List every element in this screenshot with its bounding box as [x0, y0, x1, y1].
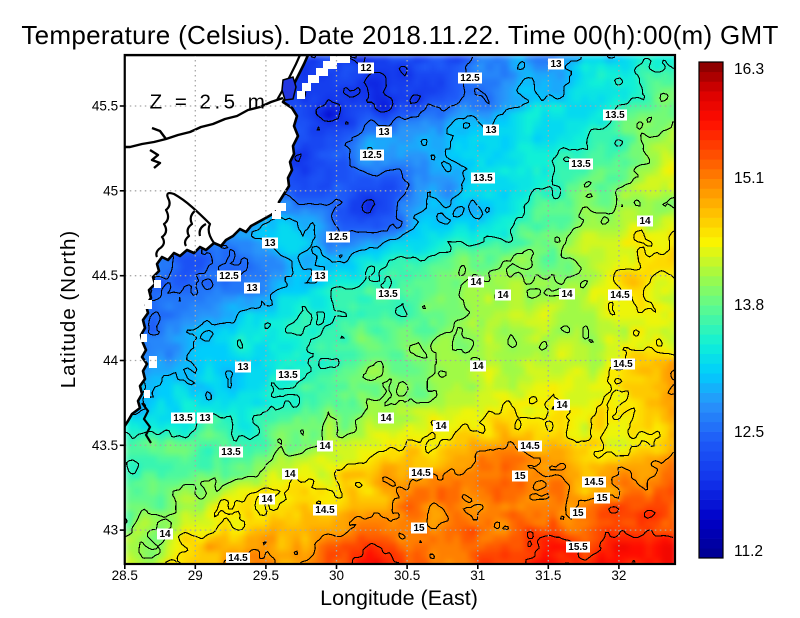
- svg-text:30.5: 30.5: [394, 568, 420, 583]
- svg-text:14.5: 14.5: [315, 505, 335, 516]
- svg-text:14.5: 14.5: [520, 441, 540, 452]
- svg-text:14.5: 14.5: [411, 468, 431, 479]
- svg-text:13: 13: [550, 59, 562, 70]
- svg-text:29.5: 29.5: [253, 568, 279, 583]
- svg-text:15.5: 15.5: [568, 542, 588, 553]
- svg-text:Z = 2.5 m: Z = 2.5 m: [150, 91, 269, 114]
- svg-text:28.5: 28.5: [112, 568, 138, 583]
- svg-text:15: 15: [514, 471, 526, 482]
- svg-text:14: 14: [319, 441, 331, 452]
- svg-text:14: 14: [497, 290, 509, 301]
- svg-text:13: 13: [314, 271, 326, 282]
- svg-text:43: 43: [103, 523, 118, 538]
- svg-text:14: 14: [556, 400, 568, 411]
- svg-text:Longitude (East): Longitude (East): [320, 586, 478, 610]
- svg-text:45.5: 45.5: [92, 99, 118, 114]
- svg-text:12.5: 12.5: [219, 271, 239, 282]
- svg-text:11.2: 11.2: [734, 543, 763, 560]
- svg-text:14: 14: [159, 529, 171, 540]
- svg-text:12.5: 12.5: [734, 424, 764, 441]
- svg-text:14.5: 14.5: [228, 553, 248, 564]
- svg-text:14.5: 14.5: [610, 290, 630, 301]
- svg-text:13.5: 13.5: [473, 173, 493, 184]
- svg-text:32: 32: [611, 568, 626, 583]
- svg-text:14: 14: [472, 361, 484, 372]
- svg-text:12.5: 12.5: [328, 232, 348, 243]
- svg-text:13.5: 13.5: [378, 289, 398, 300]
- svg-text:13: 13: [237, 362, 249, 373]
- svg-text:14: 14: [380, 413, 392, 424]
- svg-text:45: 45: [103, 183, 118, 198]
- svg-text:14: 14: [435, 421, 447, 432]
- svg-text:13: 13: [264, 238, 276, 249]
- svg-text:14: 14: [561, 289, 573, 300]
- svg-text:14: 14: [470, 277, 482, 288]
- svg-text:44.5: 44.5: [92, 268, 118, 283]
- svg-text:16.3: 16.3: [734, 61, 764, 78]
- svg-text:13.5: 13.5: [278, 370, 298, 381]
- svg-text:12.5: 12.5: [460, 73, 480, 84]
- svg-text:13: 13: [246, 283, 258, 294]
- svg-text:44: 44: [103, 353, 119, 368]
- svg-text:12.5: 12.5: [362, 150, 382, 161]
- svg-text:13.8: 13.8: [734, 297, 764, 314]
- svg-text:Temperature (Celsius). Date 20: Temperature (Celsius). Date 2018.11.22. …: [21, 20, 778, 50]
- svg-text:13.5: 13.5: [173, 413, 193, 424]
- svg-text:13: 13: [378, 127, 390, 138]
- svg-text:13.5: 13.5: [571, 159, 591, 170]
- svg-text:14: 14: [261, 494, 273, 505]
- svg-text:15: 15: [572, 508, 584, 519]
- svg-text:13: 13: [199, 413, 211, 424]
- svg-text:15: 15: [413, 523, 425, 534]
- svg-text:13.5: 13.5: [605, 110, 625, 121]
- svg-text:31: 31: [470, 568, 485, 583]
- svg-text:13.5: 13.5: [221, 447, 241, 458]
- svg-text:31.5: 31.5: [535, 568, 561, 583]
- svg-text:43.5: 43.5: [92, 438, 118, 453]
- svg-text:14.5: 14.5: [584, 477, 604, 488]
- svg-text:14: 14: [639, 216, 651, 227]
- svg-text:15.1: 15.1: [734, 170, 764, 187]
- svg-text:30: 30: [329, 568, 344, 583]
- svg-text:13: 13: [485, 125, 497, 136]
- svg-text:14: 14: [284, 469, 296, 480]
- svg-text:15: 15: [596, 493, 608, 504]
- svg-text:Latitude (North): Latitude (North): [57, 230, 80, 388]
- svg-text:14.5: 14.5: [613, 359, 633, 370]
- svg-text:29: 29: [188, 568, 203, 583]
- svg-text:12: 12: [360, 63, 372, 74]
